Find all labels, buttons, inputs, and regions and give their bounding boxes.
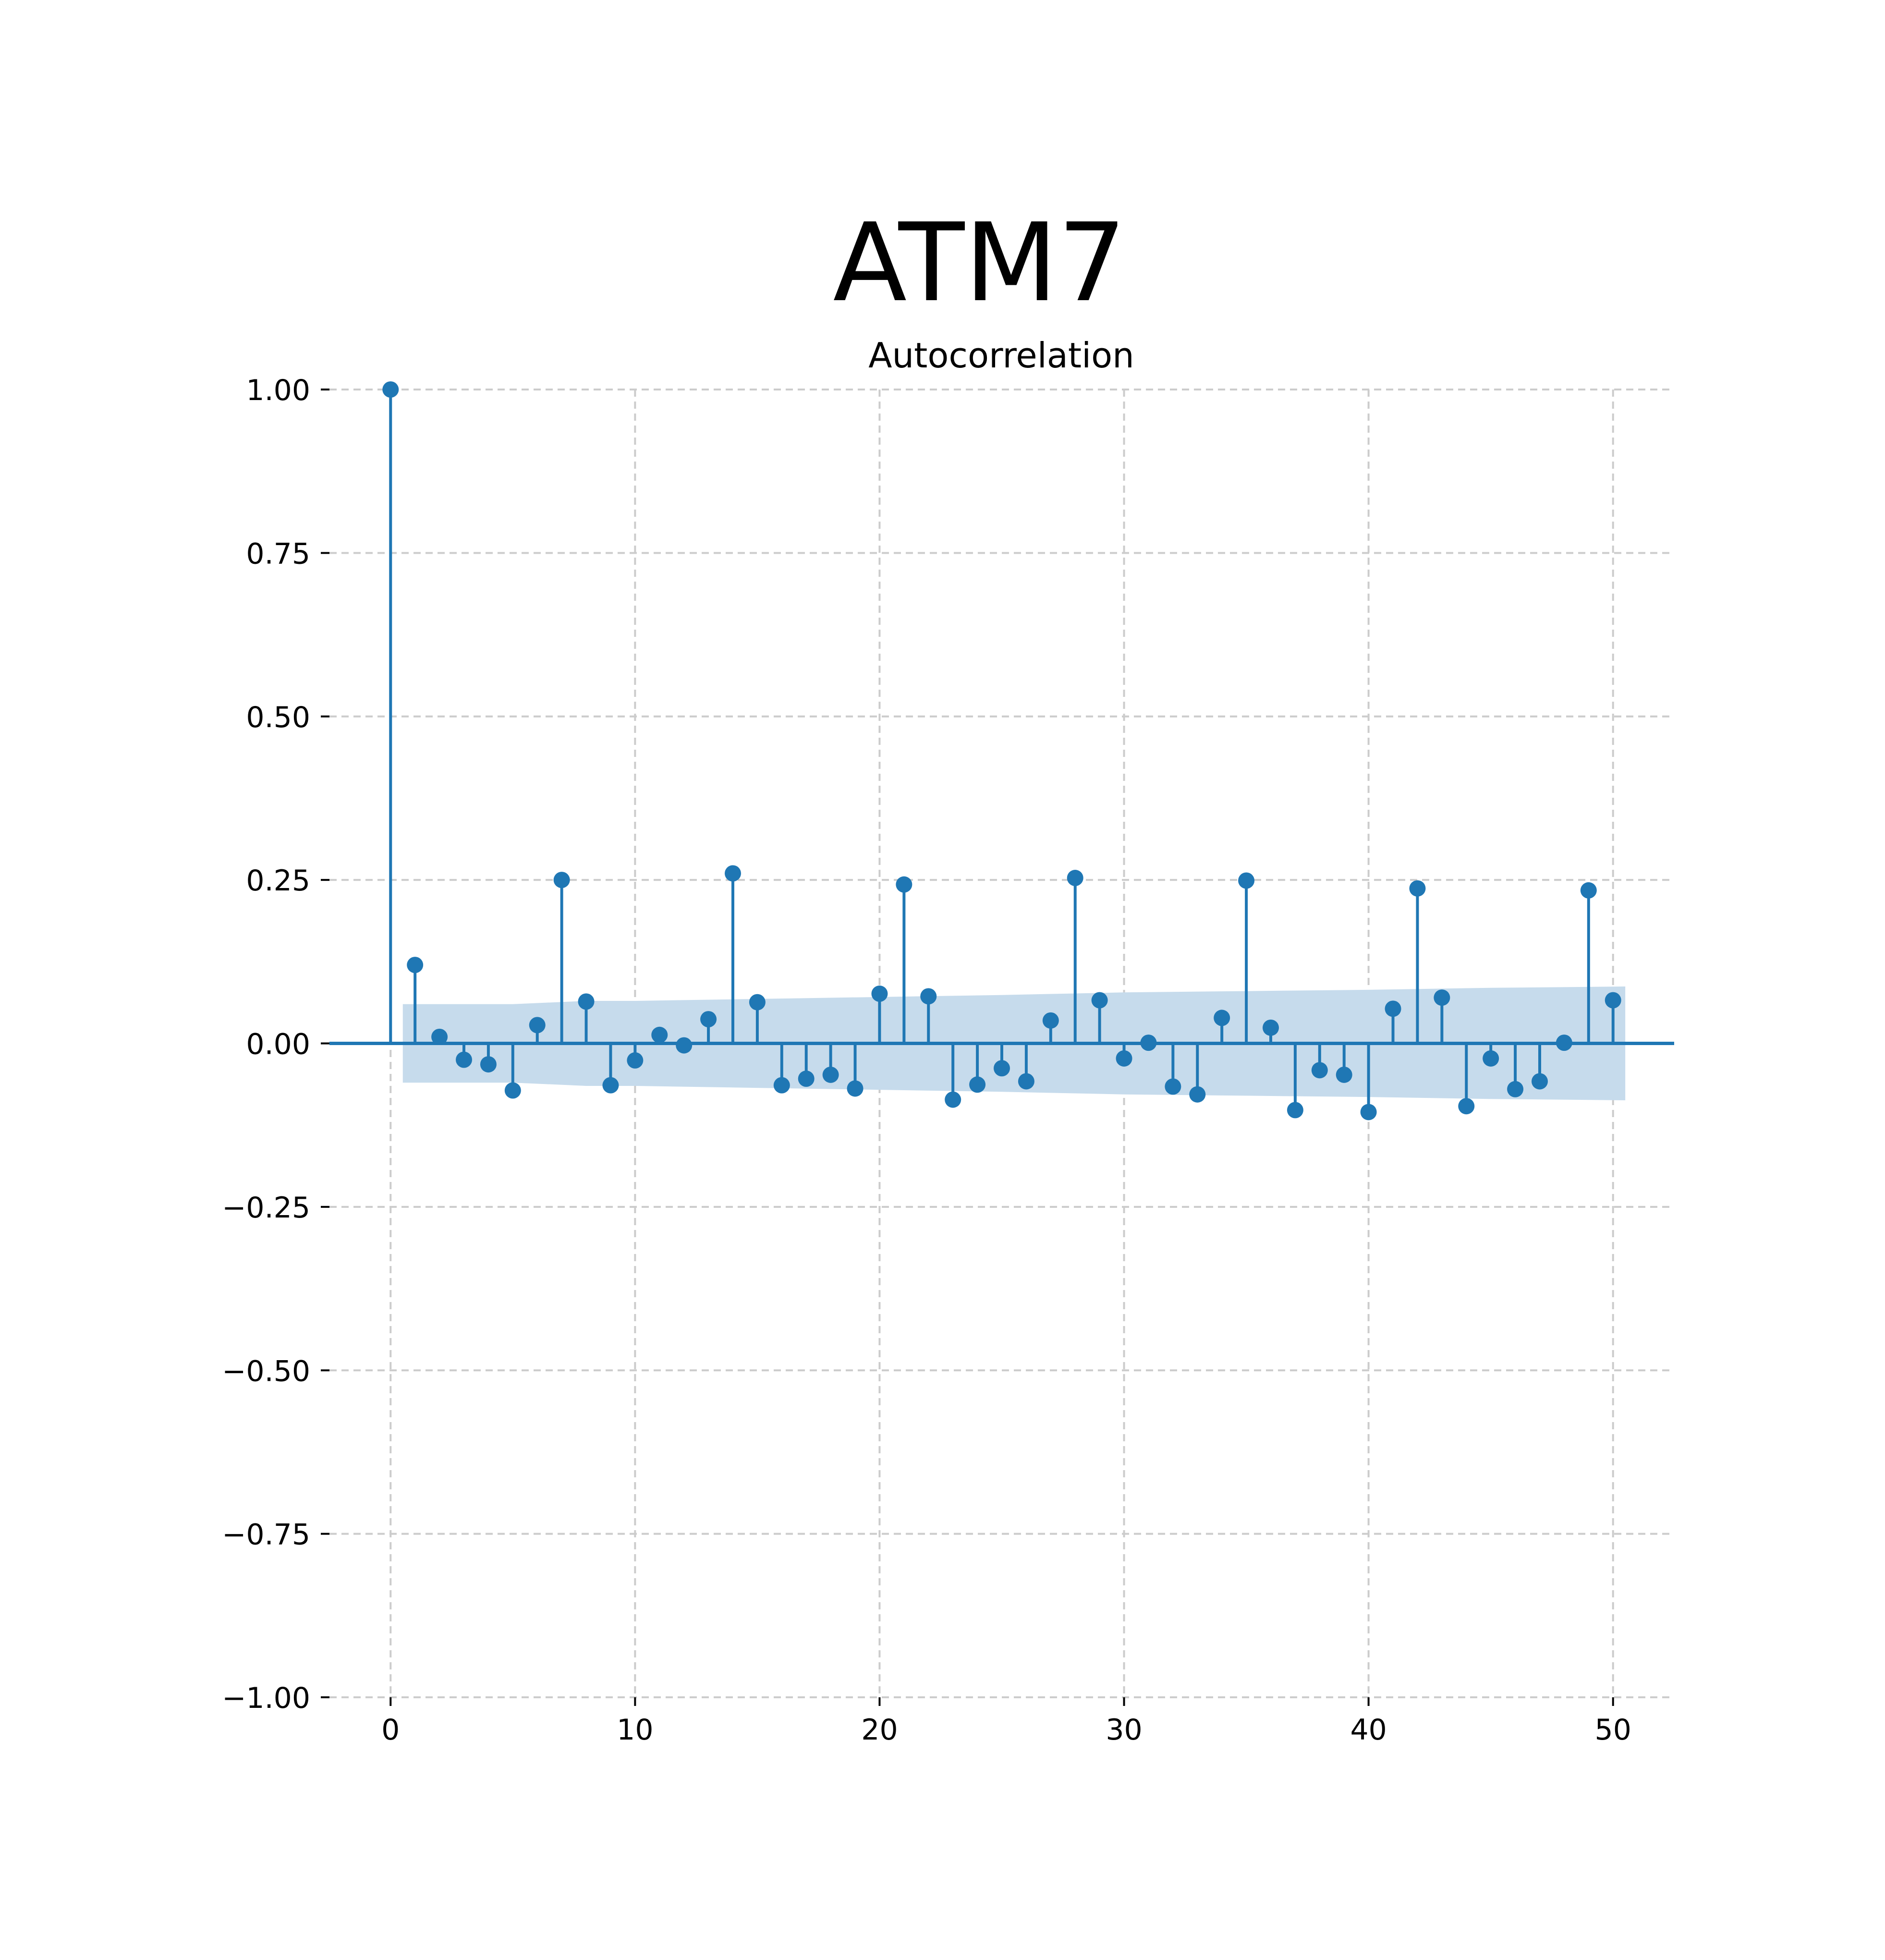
acf-point	[1458, 1098, 1475, 1115]
acf-point	[871, 986, 888, 1002]
acf-point	[1605, 992, 1621, 1009]
acf-point	[700, 1011, 717, 1028]
acf-point	[382, 381, 399, 398]
acf-point	[431, 1028, 448, 1045]
y-tick-label: −1.00	[222, 1681, 310, 1715]
acf-point	[602, 1077, 619, 1094]
x-axis: 0 10 20 30 40 50	[381, 1697, 1631, 1747]
x-tick-label: 30	[1106, 1713, 1142, 1747]
y-tick-label: −0.75	[222, 1518, 310, 1552]
acf-point	[1580, 882, 1597, 899]
acf-point	[676, 1037, 693, 1054]
acf-point	[1214, 1010, 1230, 1026]
acf-point	[945, 1091, 961, 1108]
marker-group	[382, 381, 1621, 1120]
acf-point	[1140, 1035, 1157, 1051]
x-tick-label: 50	[1595, 1713, 1631, 1747]
acf-point	[847, 1080, 863, 1097]
acf-point	[1189, 1086, 1206, 1103]
acf-point	[1238, 872, 1255, 889]
acf-point	[1018, 1073, 1034, 1090]
acf-point	[578, 993, 595, 1010]
acf-point	[1385, 1000, 1401, 1017]
chart-title: Autocorrelation	[868, 335, 1134, 376]
acf-point	[1067, 870, 1083, 887]
acf-point	[1434, 989, 1450, 1006]
acf-point	[456, 1051, 472, 1068]
y-tick-label: −0.25	[222, 1191, 310, 1225]
acf-point	[1336, 1066, 1352, 1083]
acf-point	[480, 1056, 497, 1073]
acf-point	[407, 957, 424, 974]
y-tick-label: 0.50	[246, 701, 310, 734]
acf-point	[969, 1076, 986, 1093]
acf-point	[1507, 1081, 1524, 1097]
acf-point	[1360, 1104, 1377, 1120]
stem-group	[389, 390, 1615, 1112]
y-tick-label: 0.25	[246, 864, 310, 898]
acf-point	[627, 1052, 644, 1069]
acf-point	[1287, 1102, 1303, 1119]
acf-point	[1263, 1019, 1279, 1036]
y-axis: 1.00 0.75 0.50 0.25 0.00 −0.25 −0.50 −0.75 −1.00	[222, 374, 329, 1715]
acf-point	[1165, 1078, 1181, 1095]
acf-point	[822, 1066, 839, 1083]
acf-point	[920, 988, 937, 1005]
acf-point	[749, 994, 766, 1010]
y-tick-label: 0.00	[246, 1028, 310, 1061]
acf-point	[725, 865, 741, 882]
y-tick-label: 0.75	[246, 537, 310, 571]
acf-point	[1483, 1050, 1499, 1067]
x-tick-label: 0	[381, 1713, 400, 1747]
y-tick-label: −0.50	[222, 1354, 310, 1388]
y-tick-label: 1.00	[246, 374, 310, 407]
acf-point	[1409, 880, 1426, 897]
acf-point	[529, 1017, 546, 1034]
acf-point	[1091, 992, 1108, 1009]
acf-point	[798, 1071, 815, 1087]
x-tick-label: 20	[861, 1713, 898, 1747]
acf-point	[553, 872, 570, 889]
acf-point	[1311, 1062, 1328, 1079]
acf-point	[1116, 1050, 1132, 1067]
acf-point	[994, 1060, 1010, 1077]
x-tick-label: 10	[617, 1713, 653, 1747]
acf-point	[504, 1082, 521, 1099]
acf-point	[651, 1026, 668, 1043]
acf-point	[896, 876, 912, 893]
figure-title: ATM7	[833, 200, 1126, 326]
x-tick-label: 40	[1350, 1713, 1386, 1747]
acf-point	[1532, 1073, 1548, 1090]
acf-point	[773, 1077, 790, 1094]
acf-point	[1556, 1035, 1572, 1051]
acf-point	[1042, 1012, 1059, 1029]
